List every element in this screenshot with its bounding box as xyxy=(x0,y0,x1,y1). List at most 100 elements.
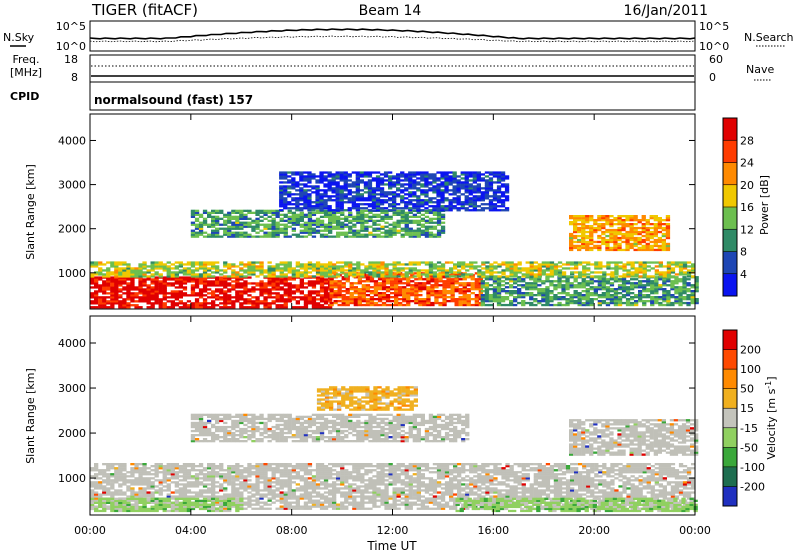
data-cell xyxy=(122,493,127,496)
data-cell xyxy=(521,269,526,272)
data-cell xyxy=(271,231,276,234)
data-cell xyxy=(357,290,362,293)
data-cell xyxy=(381,301,387,305)
data-cell xyxy=(573,228,578,232)
data-cell xyxy=(485,267,490,270)
data-cell xyxy=(609,215,614,218)
data-cell xyxy=(295,193,300,196)
data-cell xyxy=(283,171,288,174)
data-cell xyxy=(593,226,598,230)
data-cell xyxy=(650,275,655,278)
data-cell xyxy=(420,199,425,202)
data-cell xyxy=(251,211,256,214)
data-cell xyxy=(440,177,445,180)
data-cell xyxy=(424,171,429,174)
data-cell xyxy=(434,292,439,295)
data-cell xyxy=(94,467,99,470)
data-cell xyxy=(394,300,399,303)
data-cell xyxy=(98,471,103,474)
data-cell xyxy=(174,481,179,484)
data-cell xyxy=(90,481,95,484)
data-cell xyxy=(367,171,373,174)
data-cell xyxy=(690,298,695,301)
data-cell xyxy=(521,301,526,305)
data-cell xyxy=(442,276,447,279)
data-cell xyxy=(392,193,397,196)
data-cell xyxy=(361,280,366,283)
data-cell xyxy=(255,296,260,299)
data-cell xyxy=(593,246,598,250)
data-cell xyxy=(368,219,373,222)
data-cell xyxy=(328,227,333,230)
data-cell xyxy=(565,301,570,305)
data-cell xyxy=(581,226,586,230)
data-cell xyxy=(379,203,385,206)
data-cell xyxy=(637,236,642,240)
data-cell xyxy=(661,219,666,222)
data-cell xyxy=(365,298,371,301)
data-cell xyxy=(247,271,252,274)
data-cell xyxy=(496,282,502,285)
data-cell xyxy=(283,223,288,226)
data-cell xyxy=(336,221,341,224)
data-cell xyxy=(400,197,405,200)
data-cell xyxy=(219,273,224,276)
data-cell xyxy=(259,286,264,289)
data-cell xyxy=(299,199,304,202)
data-cell xyxy=(408,269,413,272)
data-cell xyxy=(219,284,224,287)
data-cell xyxy=(375,203,381,206)
data-cell xyxy=(118,267,123,270)
data-cell xyxy=(247,211,252,214)
data-cell xyxy=(251,269,256,272)
data-cell xyxy=(255,219,260,222)
data-cell xyxy=(146,306,151,309)
data-cell xyxy=(577,240,582,244)
data-cell xyxy=(414,300,419,303)
data-cell xyxy=(363,175,369,178)
data-cell xyxy=(299,219,304,222)
data-cell xyxy=(642,273,647,276)
data-cell xyxy=(577,219,582,222)
data-cell xyxy=(94,487,99,490)
data-cell xyxy=(182,465,188,468)
data-cell xyxy=(295,209,300,212)
data-cell xyxy=(243,209,248,212)
data-cell xyxy=(315,181,320,184)
data-cell xyxy=(472,171,477,174)
data-cell xyxy=(670,280,675,283)
data-cell xyxy=(360,215,365,218)
data-cell xyxy=(432,187,437,190)
data-cell xyxy=(625,303,631,307)
data-cell xyxy=(319,265,325,268)
data-cell xyxy=(356,213,361,216)
data-cell xyxy=(577,294,582,297)
data-cell xyxy=(598,263,603,266)
data-cell xyxy=(283,225,288,228)
data-cell xyxy=(295,201,300,204)
data-cell xyxy=(329,280,334,283)
data-cell xyxy=(307,261,313,264)
data-cell xyxy=(267,235,272,238)
data-cell xyxy=(122,269,127,272)
data-cell xyxy=(122,292,127,295)
data-cell xyxy=(450,298,455,301)
data-cell xyxy=(368,211,373,214)
data-cell xyxy=(504,189,510,192)
data-cell xyxy=(398,298,403,301)
data-cell xyxy=(456,191,461,194)
data-cell xyxy=(178,286,183,289)
data-cell xyxy=(367,181,373,184)
data-cell xyxy=(682,276,687,279)
data-cell xyxy=(360,211,365,214)
data-cell xyxy=(219,227,224,230)
data-cell xyxy=(406,280,411,283)
data-cell xyxy=(428,219,434,222)
data-cell xyxy=(505,267,510,270)
data-cell xyxy=(633,219,638,222)
data-cell xyxy=(345,290,350,293)
data-cell xyxy=(323,286,329,289)
data-cell xyxy=(617,278,623,281)
data-cell xyxy=(466,294,471,297)
data-cell xyxy=(694,278,699,281)
